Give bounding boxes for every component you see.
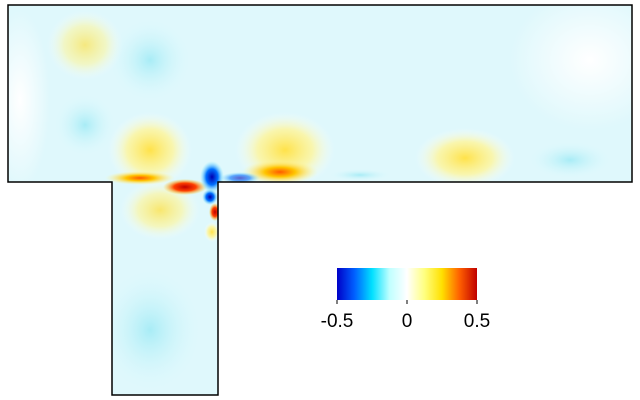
colorbar-tick-label: 0 [402,311,413,332]
domain-outline [7,4,633,396]
colorbar [337,268,477,300]
colorbar-tick-label: -0.5 [321,311,354,332]
colorbar-tick-label: 0.5 [464,311,490,332]
